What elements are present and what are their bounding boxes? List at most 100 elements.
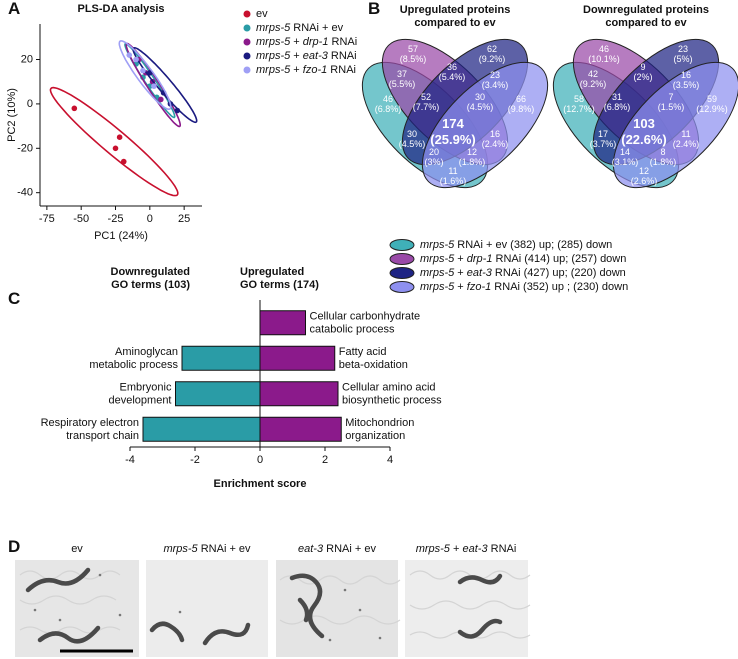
- region-count: 36: [447, 62, 457, 72]
- term-label: Embryonic: [120, 381, 172, 393]
- term-label: beta-oxidation: [339, 359, 408, 371]
- region-percent: (5%): [673, 54, 692, 64]
- panel-letter: B: [368, 0, 380, 18]
- point: [126, 52, 133, 58]
- x-tick-label: -50: [73, 213, 89, 225]
- region-count: 7: [668, 92, 673, 102]
- term-label: organization: [345, 430, 405, 442]
- point: [116, 134, 123, 140]
- debris: [33, 573, 382, 642]
- bar: [181, 345, 261, 371]
- point: [140, 67, 146, 74]
- region-percent: (1.8%): [459, 157, 486, 167]
- region-count: 16: [681, 70, 691, 80]
- region-count: 46: [599, 44, 609, 54]
- bar: [175, 381, 261, 407]
- region-percent: (12.9%): [696, 104, 728, 114]
- point: [174, 107, 181, 114]
- y-tick-label: -20: [17, 142, 33, 154]
- y-tick-label: -40: [17, 187, 33, 199]
- region-percent: (3.1%): [612, 157, 639, 167]
- confidence-ellipse: [118, 40, 172, 110]
- venn-title: Upregulated proteins: [400, 4, 511, 16]
- region-percent: (3%): [424, 157, 443, 167]
- legend-label: mrps-5 + eat-3 RNAi: [256, 50, 357, 62]
- chart-title: PLS-DA analysis: [77, 3, 164, 15]
- x-tick-label: 0: [147, 213, 153, 225]
- venn-title: Downregulated proteins: [583, 4, 709, 16]
- term-label: transport chain: [66, 430, 139, 442]
- point: [133, 56, 139, 63]
- region-count: 57: [408, 44, 418, 54]
- term-label: metabolic process: [89, 359, 178, 371]
- x-tick-label: -2: [190, 454, 200, 466]
- bar: [259, 416, 342, 442]
- legend-marker: [243, 38, 251, 46]
- region-count: 23: [678, 44, 688, 54]
- term-label: catabolic process: [310, 323, 395, 335]
- region-percent: (5.5%): [389, 79, 416, 89]
- region-count: 174: [442, 116, 464, 131]
- venn-legend-label: mrps-5 + eat-3 RNAi (427) up; (220) down: [420, 267, 626, 279]
- term-label: Cellular carbonhydrate: [310, 310, 421, 322]
- region-percent: (10.1%): [588, 54, 620, 64]
- venn-legend-label: mrps-5 + fzo-1 RNAi (352) up ; (230) dow…: [420, 281, 628, 293]
- x-tick-label: 2: [322, 454, 328, 466]
- venn-legend-icon: [389, 239, 415, 251]
- point: [120, 158, 127, 165]
- x-tick-label: 25: [178, 213, 190, 225]
- region-count: 14: [620, 147, 630, 157]
- region-count: 12: [639, 166, 649, 176]
- region-percent: (7.7%): [413, 102, 440, 112]
- photo-label: mrps-5 RNAi + ev: [163, 543, 251, 555]
- region-percent: (1.6%): [440, 176, 467, 186]
- region-count: 17: [598, 129, 608, 139]
- term-label: Respiratory electron: [41, 417, 139, 429]
- venn-title: compared to ev: [605, 17, 687, 29]
- region-count: 16: [490, 129, 500, 139]
- bar: [259, 310, 306, 336]
- region-percent: (3.5%): [673, 80, 700, 90]
- region-count: 11: [448, 166, 457, 176]
- term-label: development: [109, 394, 172, 406]
- term-label: Mitochondrion: [345, 417, 414, 429]
- legend-label: mrps-5 RNAi + ev: [256, 22, 344, 34]
- x-tick-label: 0: [257, 454, 263, 466]
- photo-eat3: [276, 560, 398, 657]
- confidence-ellipse: [49, 86, 179, 197]
- x-axis-label: Enrichment score: [214, 478, 307, 490]
- legend-marker: [243, 52, 251, 60]
- term-label: Fatty acid: [339, 346, 387, 358]
- legend-label: mrps-5 + drp-1 RNAi: [256, 36, 357, 48]
- region-count: 30: [475, 92, 485, 102]
- region-count: 46: [383, 94, 393, 104]
- legend-label: mrps-5 + fzo-1 RNAi: [256, 64, 356, 76]
- venn-title: compared to ev: [414, 17, 496, 29]
- photo-label: ev: [71, 543, 83, 555]
- region-count: 30: [407, 129, 417, 139]
- legend-label: ev: [256, 8, 268, 20]
- region-percent: (9.2%): [479, 54, 506, 64]
- region-percent: (3.4%): [482, 80, 509, 90]
- venn-set: [421, 61, 549, 189]
- panel-letter: C: [8, 289, 20, 308]
- x-axis-label: PC1 (24%): [94, 230, 148, 242]
- region-count: 103: [633, 116, 655, 131]
- venn-legend-icon: [389, 267, 415, 279]
- region-percent: (12.7%): [563, 104, 595, 114]
- bar: [259, 345, 336, 371]
- region-count: 42: [588, 69, 598, 79]
- bar: [142, 416, 261, 442]
- term-label: Aminoglycan: [115, 346, 178, 358]
- x-tick-label: -4: [125, 454, 135, 466]
- term-label: biosynthetic process: [342, 394, 442, 406]
- region-count: 59: [707, 94, 717, 104]
- region-count: 11: [681, 129, 690, 139]
- region-percent: (5.4%): [439, 72, 466, 82]
- venn-legend-icon: [389, 253, 415, 265]
- venn-set: [612, 61, 738, 189]
- panel-letter: D: [8, 537, 20, 556]
- photos: [15, 560, 531, 657]
- right-header: Upregulated: [240, 266, 304, 278]
- region-count: 52: [421, 92, 431, 102]
